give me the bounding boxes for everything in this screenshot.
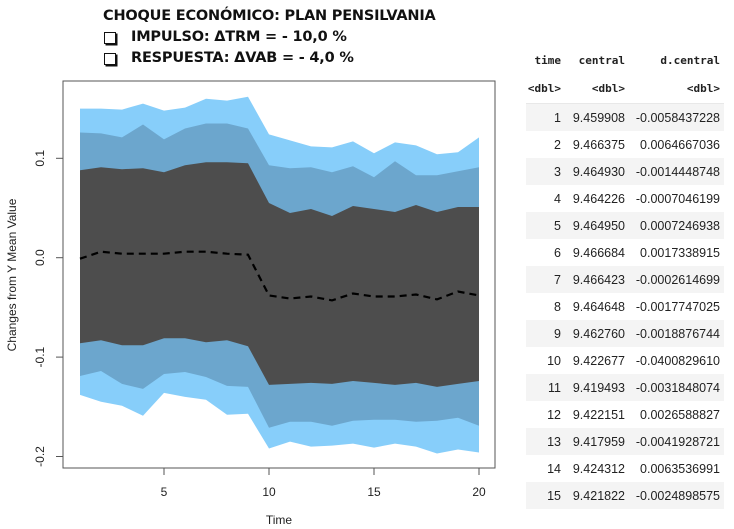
- y-tick-label: 0.0: [33, 249, 47, 266]
- cell-central: 9.422151: [572, 407, 625, 422]
- cell-d-central: -0.0024898575: [635, 488, 720, 503]
- y-tick-label: -0.1: [33, 346, 47, 367]
- y-axis: -0.2 -0.1 0.0 0.1: [33, 150, 63, 467]
- cell-d-central: -0.0400829610: [635, 353, 720, 368]
- cell-time: 12: [547, 407, 561, 422]
- cell-d-central: -0.0031848074: [635, 380, 720, 395]
- response-label: RESPUESTA: ΔVAB = - 4,0 %: [131, 50, 354, 66]
- cell-central: 9.464226: [572, 191, 625, 206]
- band-inner: [80, 162, 479, 387]
- table-row: 7 9.466423 -0.0002614699: [526, 266, 724, 293]
- cell-time: 6: [554, 245, 561, 260]
- x-tick-label: 20: [472, 485, 486, 499]
- cell-time: 5: [554, 218, 561, 233]
- cell-d-central: -0.0002614699: [635, 272, 720, 287]
- x-tick-label: 15: [367, 485, 381, 499]
- data-table: time central d.central <dbl> <dbl> <dbl>…: [526, 48, 724, 509]
- cell-time: 13: [547, 434, 561, 449]
- cell-time: 9: [554, 326, 561, 341]
- x-tick-label: 5: [161, 485, 168, 499]
- table-header-row: time central d.central: [526, 48, 724, 73]
- table-row: 6 9.466684 0.0017338915: [526, 239, 724, 266]
- cell-central: 9.459908: [572, 110, 625, 125]
- table-body: 1 9.459908 -0.0058437228 2 9.466375 0.0064667…: [526, 104, 724, 509]
- cell-central: 9.424312: [572, 461, 625, 476]
- cell-time: 11: [548, 380, 561, 395]
- cell-central: 9.422677: [572, 353, 625, 368]
- x-axis: 5 10 15 20: [161, 468, 486, 499]
- central-line-layer: [79, 250, 480, 302]
- table-row: 14 9.424312 0.0063536991: [526, 455, 724, 482]
- table-row: 11 9.419493 -0.0031848074: [526, 374, 724, 401]
- y-tick-label: -0.2: [33, 446, 47, 467]
- cell-time: 3: [554, 164, 561, 179]
- cell-time: 15: [547, 488, 561, 503]
- cell-time: 7: [554, 272, 561, 287]
- table-row: 5 9.464950 0.0007246938: [526, 212, 724, 239]
- column-header-central[interactable]: central: [578, 54, 625, 67]
- cell-time: 14: [547, 461, 561, 476]
- column-type-time: <dbl>: [527, 81, 561, 95]
- column-header-d-central[interactable]: d.central: [660, 54, 720, 67]
- plot-frame: [62, 80, 496, 469]
- column-type-d-central: <dbl>: [686, 81, 720, 95]
- table-row: 3 9.464930 -0.0014448748: [526, 158, 724, 185]
- heading-bullet-response: RESPUESTA: ΔVAB = - 4,0 %: [103, 48, 436, 69]
- table-row: 10 9.422677 -0.0400829610: [526, 347, 724, 374]
- cell-central: 9.466684: [572, 245, 625, 260]
- cell-time: 8: [554, 299, 561, 314]
- cell-time: 1: [554, 110, 561, 125]
- cell-d-central: -0.0017747025: [635, 299, 720, 314]
- y-axis-label: Changes from Y Mean Value: [5, 198, 19, 351]
- cell-d-central: 0.0064667036: [640, 137, 720, 152]
- cell-time: 10: [547, 353, 561, 368]
- cell-time: 2: [554, 137, 561, 152]
- cell-central: 9.421822: [572, 488, 625, 503]
- cell-d-central: 0.0063536991: [640, 461, 720, 476]
- cell-central: 9.466375: [572, 137, 625, 152]
- cell-d-central: -0.0058437228: [635, 110, 720, 125]
- checkbox-bullet-icon: [104, 52, 116, 65]
- cell-d-central: 0.0026588827: [640, 407, 720, 422]
- impulse-label: IMPULSO: ΔTRM = - 10,0 %: [131, 29, 347, 45]
- table-row: 15 9.421822 -0.0024898575: [526, 482, 724, 509]
- cell-central: 9.417959: [572, 434, 625, 449]
- table-row: 9 9.462760 -0.0018876744: [526, 320, 724, 347]
- column-header-time[interactable]: time: [534, 54, 562, 67]
- cell-central: 9.462760: [572, 326, 625, 341]
- chart-heading: CHOQUE ECONÓMICO: PLAN PENSILVANIA IMPUL…: [103, 6, 436, 69]
- irf-chart: 5 10 15 20 -0.2 -0.1 0.0 0.1 Time Changes from…: [5, 80, 496, 527]
- x-axis-label: Time: [266, 513, 293, 527]
- cell-d-central: -0.0018876744: [635, 326, 720, 341]
- confidence-bands: [80, 96, 479, 454]
- cell-central: 9.466423: [572, 272, 625, 287]
- y-tick-label: 0.1: [33, 150, 47, 167]
- cell-central: 9.464648: [572, 299, 625, 314]
- heading-title: CHOQUE ECONÓMICO: PLAN PENSILVANIA: [103, 8, 436, 24]
- table-row: 4 9.464226 -0.0007046199: [526, 185, 724, 212]
- cell-time: 4: [554, 191, 561, 206]
- table-row: 2 9.466375 0.0064667036: [526, 131, 724, 158]
- table-row: 8 9.464648 -0.0017747025: [526, 293, 724, 320]
- cell-d-central: -0.0014448748: [635, 164, 720, 179]
- cell-d-central: 0.0017338915: [640, 245, 720, 260]
- x-tick-label: 10: [262, 485, 276, 499]
- table-row: 12 9.422151 0.0026588827: [526, 401, 724, 428]
- table-type-row: <dbl> <dbl> <dbl>: [526, 73, 724, 104]
- cell-d-central: -0.0007046199: [635, 191, 720, 206]
- heading-bullet-impulse: IMPULSO: ΔTRM = - 10,0 %: [103, 27, 436, 48]
- cell-central: 9.419493: [572, 380, 625, 395]
- series-line-central: [79, 250, 480, 302]
- cell-d-central: -0.0041928721: [635, 434, 720, 449]
- table-row: 1 9.459908 -0.0058437228: [526, 104, 724, 131]
- cell-central: 9.464950: [572, 218, 625, 233]
- cell-d-central: 0.0007246938: [640, 218, 720, 233]
- checkbox-bullet-icon: [104, 31, 116, 44]
- column-type-central: <dbl>: [591, 81, 625, 95]
- table-row: 13 9.417959 -0.0041928721: [526, 428, 724, 455]
- cell-central: 9.464930: [572, 164, 625, 179]
